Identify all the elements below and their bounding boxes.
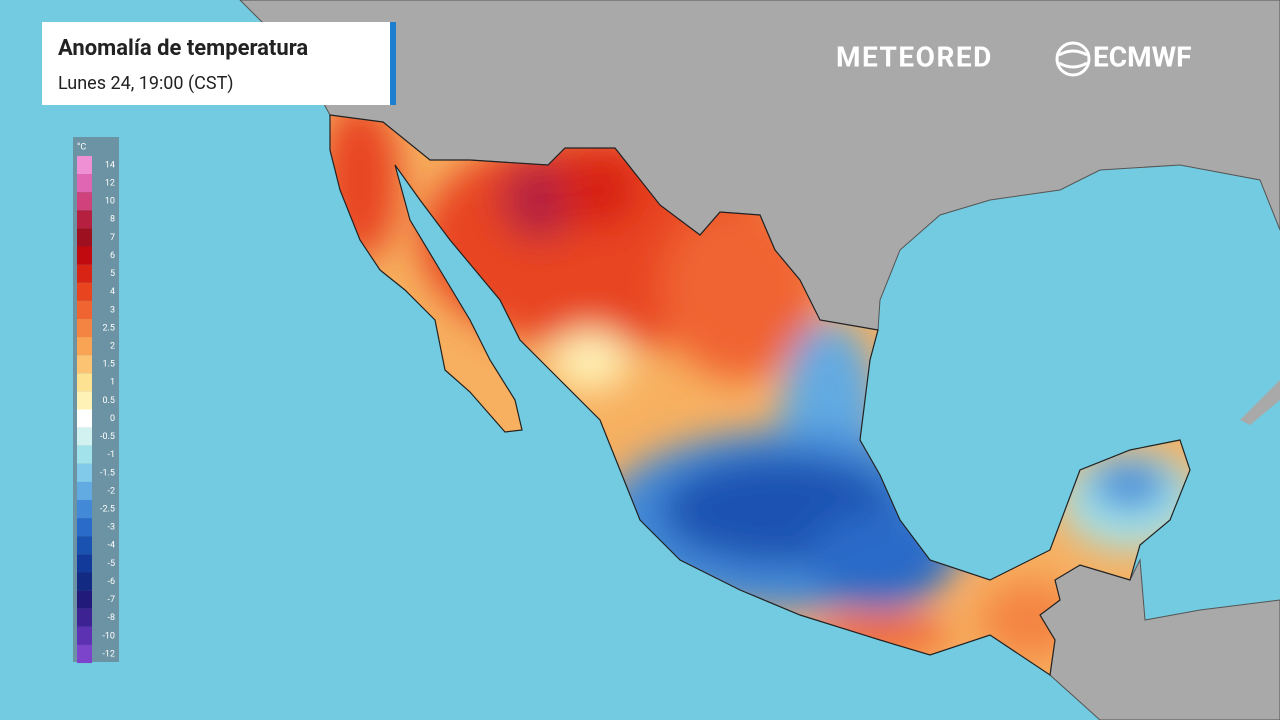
- legend-label: -6: [107, 577, 115, 587]
- legend-swatch: [77, 554, 92, 573]
- legend-label: 1.5: [103, 360, 116, 370]
- legend-swatch: [77, 282, 92, 301]
- legend: 14 12 10 8 7 6 5 4 3 2.5 2 1.5 1 0.5 0 -0.5 -1 -1.5 -2 -2.5…: [77, 155, 116, 664]
- legend-swatch: [77, 536, 92, 555]
- legend-swatch: [77, 626, 92, 645]
- partner-icon: [1055, 41, 1091, 77]
- legend-label: 1: [110, 378, 115, 388]
- legend-swatch: [77, 210, 92, 229]
- legend-label: 0.5: [103, 396, 116, 406]
- legend-swatch: [77, 228, 92, 247]
- legend-label: 5: [110, 269, 115, 279]
- legend-swatch: [77, 355, 92, 374]
- legend-swatch: [77, 318, 92, 338]
- legend-label: -5: [107, 559, 115, 569]
- legend-swatch: [77, 155, 92, 175]
- legend-swatch: [77, 518, 92, 537]
- title: Anomalía de temperatura: [58, 36, 308, 61]
- legend-swatch: [77, 590, 92, 609]
- legend-label: 4: [110, 287, 115, 297]
- brand-logo: METEORED: [836, 40, 993, 73]
- legend-label: 6: [110, 251, 115, 261]
- legend-label: -0.5: [100, 432, 115, 442]
- legend-label: -7: [107, 595, 115, 605]
- legend-label: -12: [102, 649, 115, 659]
- legend-label: -1: [107, 450, 115, 460]
- legend-swatch: [77, 445, 92, 464]
- legend-swatch: [77, 373, 92, 392]
- legend-swatch: [77, 481, 92, 501]
- legend-swatch: [77, 337, 92, 356]
- legend-swatch: [77, 264, 92, 283]
- partner-icon-waves: [1058, 49, 1088, 69]
- header-accent: [390, 22, 396, 105]
- legend-swatch: [77, 427, 92, 446]
- legend-label: 2.5: [103, 323, 116, 333]
- legend-label: 8: [110, 215, 115, 225]
- header-box: [42, 22, 392, 105]
- legend-label: 12: [105, 178, 115, 188]
- legend-label: 7: [110, 233, 115, 243]
- subtitle: Lunes 24, 19:00 (CST): [58, 73, 234, 94]
- legend-label: 14: [105, 160, 115, 170]
- legend-swatch: [77, 192, 92, 211]
- legend-label: -2: [107, 486, 115, 496]
- partner-logo: ECMWF: [1093, 40, 1191, 73]
- legend-swatch: [77, 174, 92, 193]
- legend-label: -2.5: [100, 504, 115, 514]
- legend-swatch: [77, 644, 92, 664]
- legend-unit: °C: [77, 142, 86, 152]
- legend-label: 10: [105, 197, 115, 207]
- legend-swatch: [77, 300, 92, 319]
- legend-label: 2: [110, 341, 115, 351]
- legend-label: 0: [110, 414, 115, 424]
- legend-swatch: [77, 246, 92, 265]
- legend-swatch: [77, 463, 92, 482]
- legend-label: 3: [110, 305, 115, 315]
- legend-label: -4: [107, 541, 115, 551]
- legend-label: -8: [107, 613, 115, 623]
- legend-swatch: [77, 500, 92, 519]
- cuba: [1240, 380, 1280, 425]
- legend-swatch: [77, 391, 92, 410]
- legend-swatch: [77, 572, 92, 591]
- legend-swatch: [77, 608, 92, 627]
- legend-swatch: [77, 409, 92, 428]
- legend-label: -3: [107, 523, 115, 533]
- legend-label: -1.5: [100, 468, 115, 478]
- legend-label: -10: [102, 631, 115, 641]
